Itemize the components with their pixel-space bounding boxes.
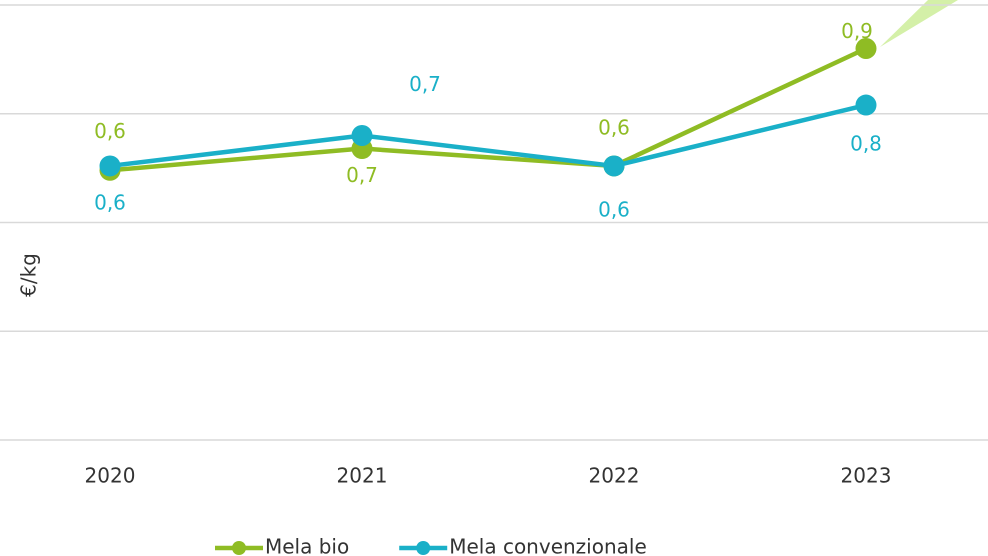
data-label: 0,9 <box>841 19 873 43</box>
data-label: 0,7 <box>409 72 441 96</box>
legend-marker <box>232 541 246 555</box>
point <box>855 94 877 116</box>
series-line <box>109 102 867 169</box>
data-label: 0,6 <box>598 115 630 139</box>
data-label: 0,8 <box>850 132 882 156</box>
point <box>855 38 877 59</box>
y-axis-label: €/kg <box>17 253 41 297</box>
data-label: 0,7 <box>346 163 378 187</box>
x-tick-label: 2021 <box>337 464 388 488</box>
x-tick-label: 2022 <box>589 464 640 488</box>
legend-label: Mela bio <box>265 535 349 556</box>
legend-marker <box>416 541 431 555</box>
data-label: 0,6 <box>94 119 126 143</box>
point <box>99 155 121 177</box>
point <box>603 155 625 177</box>
data-label: 0,6 <box>94 190 126 214</box>
legend-label: Mela convenzionale <box>449 535 647 556</box>
x-tick-label: 2020 <box>85 464 136 488</box>
series-line <box>109 46 867 173</box>
point <box>351 125 373 146</box>
highlight-arrow <box>880 0 958 47</box>
data-label: 0,6 <box>598 197 630 221</box>
x-tick-label: 2023 <box>841 464 892 488</box>
